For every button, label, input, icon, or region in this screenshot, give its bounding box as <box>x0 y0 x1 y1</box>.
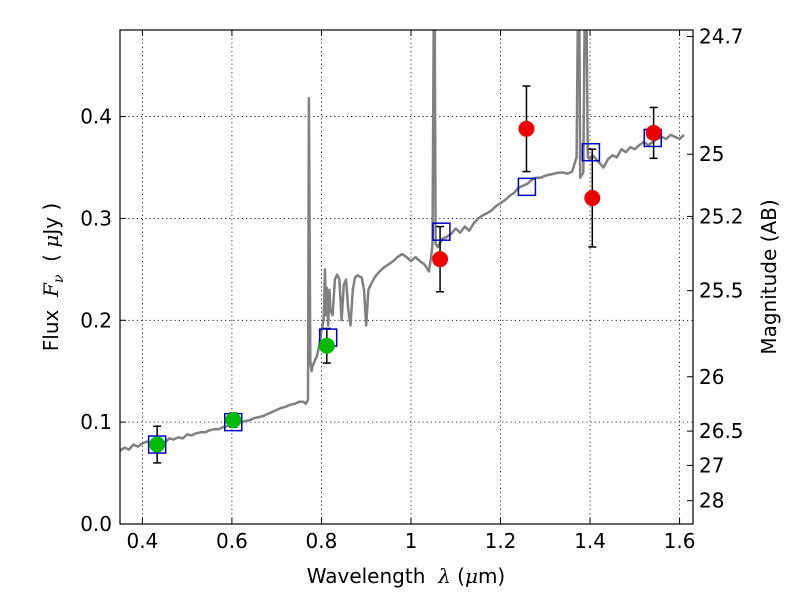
y-tick-label: 0.2 <box>80 308 112 332</box>
y2-tick-label: 25.2 <box>699 204 744 228</box>
green-point <box>225 412 242 429</box>
y-tick-label: 0.3 <box>80 206 112 230</box>
grid-lines <box>120 30 693 524</box>
green-point <box>149 436 166 453</box>
y-tick-label: 0.0 <box>80 512 112 536</box>
model-box <box>147 435 167 454</box>
y2-tick-label: 26 <box>699 365 724 389</box>
x-tick-label: 1.6 <box>664 529 696 553</box>
photometry-points <box>149 120 662 453</box>
axis-ticks: 0.4 0.6 0.8 1 1.2 1.4 1.6 0.0 0.1 0.2 0.3 0.4 24.7 25… <box>80 24 743 553</box>
model-box <box>517 177 537 197</box>
red-point <box>432 251 449 268</box>
y2-tick-label: 27 <box>699 453 724 477</box>
model-box <box>432 222 451 241</box>
spectrum-line <box>120 30 685 452</box>
x-tick-label: 0.6 <box>216 529 248 553</box>
red-point <box>645 124 662 141</box>
x-tick-label: 1 <box>405 529 418 553</box>
y2-tick-label: 26.5 <box>699 419 744 443</box>
y2-tick-label: 25 <box>699 142 724 166</box>
x-axis-label: Wavelength λ (μm) <box>307 564 506 588</box>
red-point <box>584 190 601 207</box>
plot-frame <box>119 29 694 525</box>
x-tick-label: 0.8 <box>306 529 338 553</box>
y-tick-label: 0.4 <box>80 105 112 129</box>
red-point <box>518 120 535 137</box>
y2-tick-label: 25.5 <box>699 279 744 303</box>
spectrum-series <box>120 30 685 452</box>
y-axis-label: Flux Fν ( μJy ) <box>39 203 67 351</box>
model-boxes <box>147 128 662 454</box>
x-tick-label: 1.4 <box>574 529 606 553</box>
y-tick-label: 0.1 <box>80 410 112 434</box>
y2-tick-label: 24.7 <box>699 24 744 48</box>
x-tick-label: 1.2 <box>485 529 517 553</box>
error-bars <box>153 85 658 464</box>
model-box <box>581 142 601 162</box>
x-tick-label: 0.4 <box>126 529 158 553</box>
y2-tick-label: 28 <box>699 489 724 513</box>
green-point <box>318 337 335 354</box>
y2-axis-label: Magnitude (AB) <box>757 199 781 354</box>
